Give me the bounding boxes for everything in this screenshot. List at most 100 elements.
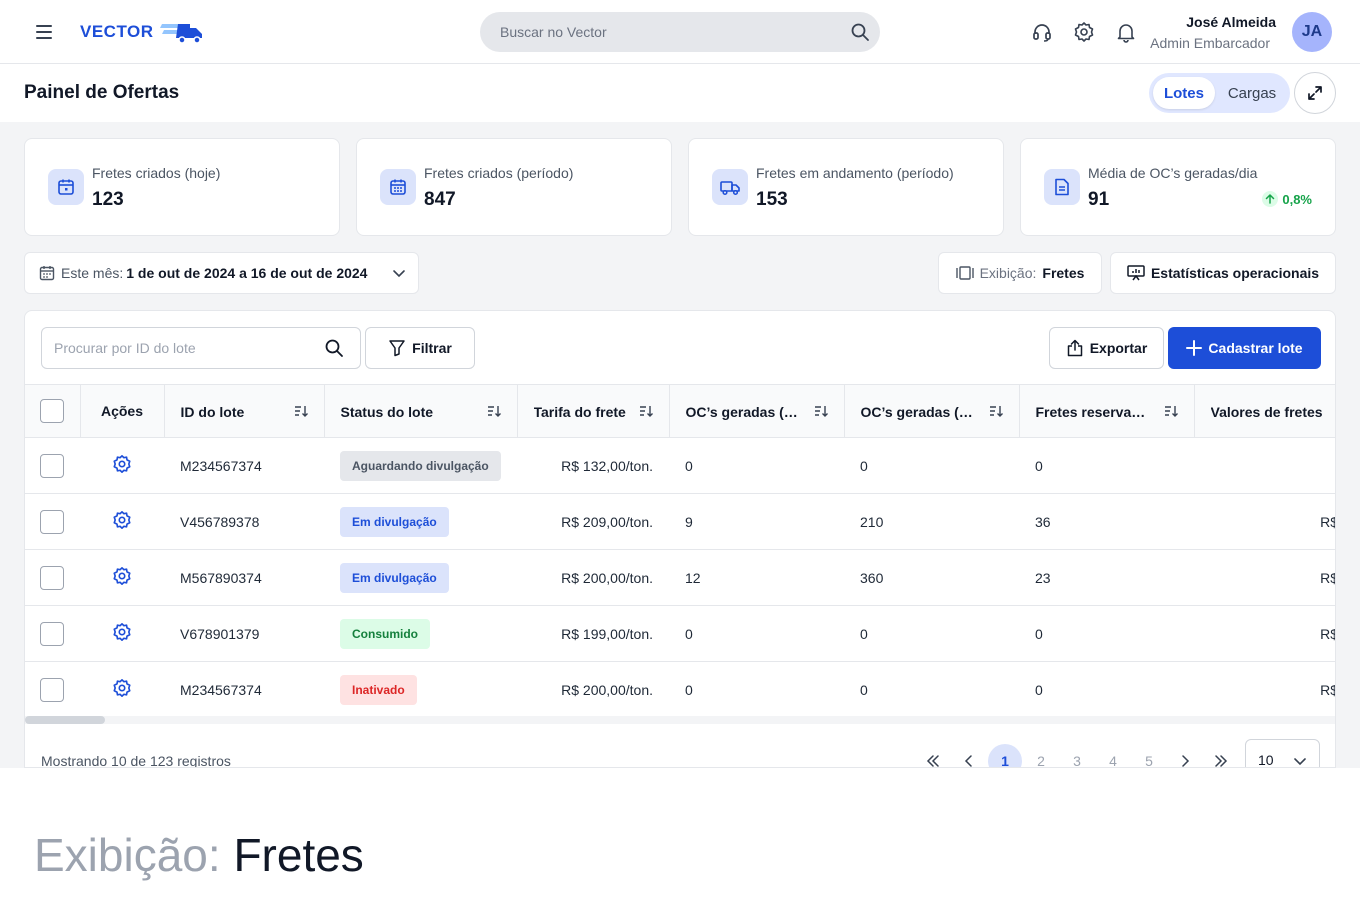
gear-icon[interactable] xyxy=(112,510,132,533)
date-range-selector[interactable]: Este mês: 1 de out de 2024 a 16 de out d… xyxy=(24,252,419,294)
gear-icon[interactable] xyxy=(112,678,132,701)
calendar-icon xyxy=(39,266,55,281)
sort-icon[interactable] xyxy=(989,404,1003,418)
row-checkbox[interactable] xyxy=(40,453,64,478)
page-button-3[interactable]: 3 xyxy=(1073,753,1081,768)
row-actions-cell xyxy=(80,661,164,718)
col-header-label: Tarifa do frete xyxy=(533,403,626,420)
scrollbar-thumb[interactable] xyxy=(25,716,105,724)
columns-icon xyxy=(955,266,974,280)
row-select-cell xyxy=(25,605,80,662)
stat-label: Média de OC’s geradas/dia xyxy=(1088,165,1258,181)
stat-value: 847 xyxy=(424,189,456,210)
sort-icon[interactable] xyxy=(1164,404,1178,418)
toggle-lotes[interactable]: Lotes xyxy=(1153,77,1215,109)
table-row[interactable]: M234567374 Aguardando divulgação R$ 132,00… xyxy=(25,437,1335,494)
oc-hoje-cell: 0 xyxy=(669,437,844,494)
user-name: José Almeida xyxy=(1186,14,1276,30)
status-badge: Aguardando divulgação xyxy=(340,450,501,481)
lote-id: V456789378 xyxy=(164,493,324,550)
oc-hoje-cell: 0 xyxy=(669,661,844,718)
chevron-down-icon xyxy=(393,270,405,278)
export-button[interactable]: Exportar xyxy=(1049,327,1164,369)
row-actions-cell xyxy=(80,549,164,606)
toggle-cargas[interactable]: Cargas xyxy=(1227,84,1277,102)
sort-icon[interactable] xyxy=(639,404,653,418)
tarifa-cell: R$ 200,00/ton. xyxy=(517,549,669,606)
gear-icon[interactable] xyxy=(1073,21,1095,43)
col-tarifa[interactable]: Tarifa do frete xyxy=(517,384,670,438)
gear-icon[interactable] xyxy=(112,622,132,645)
page-button-4[interactable]: 4 xyxy=(1109,753,1117,768)
select-all-checkbox[interactable] xyxy=(40,399,64,423)
next-page-button[interactable] xyxy=(1167,743,1203,767)
status-cell: Aguardando divulgação xyxy=(324,437,517,494)
menu-icon[interactable] xyxy=(30,20,58,44)
lote-search-input[interactable] xyxy=(42,328,312,368)
global-search[interactable] xyxy=(480,12,880,52)
col-valores[interactable]: Valores de fretes xyxy=(1194,384,1335,438)
tarifa-cell: R$ 199,00/ton. xyxy=(517,605,669,662)
row-checkbox[interactable] xyxy=(40,509,64,534)
stat-label: Fretes criados (período) xyxy=(424,165,574,181)
caption-value: Fretes xyxy=(233,829,364,881)
page-size-select[interactable]: 10 xyxy=(1245,739,1320,767)
table-header-row: Ações ID do lote Status do lote Tarifa d… xyxy=(25,384,1335,438)
headset-icon[interactable] xyxy=(1031,21,1053,43)
status-badge: Em divulgação xyxy=(340,506,449,537)
col-oc-periodo[interactable]: OC’s geradas (período) xyxy=(844,384,1020,438)
last-page-button[interactable] xyxy=(1203,743,1239,767)
expand-button[interactable] xyxy=(1294,72,1336,114)
oc-periodo-cell: 0 xyxy=(844,661,1019,718)
lote-search[interactable] xyxy=(41,327,361,369)
lotes-panel: Filtrar Exportar Cadastrar lote Ações ID… xyxy=(24,310,1336,768)
lote-id: M234567374 xyxy=(164,661,324,718)
search-icon[interactable] xyxy=(850,22,870,42)
table-row[interactable]: M567890374 Em divulgação R$ 200,00/ton. 12 3… xyxy=(25,549,1335,606)
add-lote-button[interactable]: Cadastrar lote xyxy=(1168,327,1321,369)
sort-icon[interactable] xyxy=(294,404,308,418)
filter-icon xyxy=(389,340,405,357)
horizontal-scrollbar[interactable] xyxy=(25,716,1335,724)
bell-icon[interactable] xyxy=(1115,21,1137,43)
col-header-label: Ações xyxy=(100,403,144,419)
brand-name: VECTOR xyxy=(80,22,154,41)
row-select-cell xyxy=(25,661,80,718)
row-checkbox[interactable] xyxy=(40,565,64,590)
prev-page-button[interactable] xyxy=(951,743,987,767)
reservados-cell: 23 xyxy=(1019,549,1194,606)
table-body: M234567374 Aguardando divulgação R$ 132,00… xyxy=(25,437,1335,718)
avatar[interactable]: JA xyxy=(1292,12,1332,52)
page-button-1[interactable]: 1 xyxy=(988,744,1022,767)
gear-icon[interactable] xyxy=(112,566,132,589)
row-checkbox[interactable] xyxy=(40,677,64,702)
stat-label: Fretes em andamento (período) xyxy=(756,165,954,181)
chevron-left-icon xyxy=(964,755,972,767)
search-icon[interactable] xyxy=(324,338,344,358)
logo[interactable]: VECTOR xyxy=(80,18,204,46)
sort-icon[interactable] xyxy=(814,404,828,418)
row-select-cell xyxy=(25,493,80,550)
filter-button[interactable]: Filtrar xyxy=(365,327,475,369)
table-row[interactable]: V456789378 Em divulgação R$ 209,00/ton. 9 21… xyxy=(25,493,1335,550)
view-mode-button[interactable]: Exibição: Fretes xyxy=(938,252,1102,294)
gear-icon[interactable] xyxy=(112,454,132,477)
col-reservados[interactable]: Fretes reservados xyxy=(1019,384,1195,438)
operational-stats-button[interactable]: Estatísticas operacionais xyxy=(1110,252,1336,294)
page-button-5[interactable]: 5 xyxy=(1145,753,1153,768)
status-badge: Inativado xyxy=(340,674,417,705)
row-checkbox[interactable] xyxy=(40,621,64,646)
first-page-button[interactable] xyxy=(915,743,951,767)
col-status[interactable]: Status do lote xyxy=(324,384,518,438)
date-range-label: Este mês: xyxy=(61,265,124,281)
col-id-lote[interactable]: ID do lote xyxy=(164,384,325,438)
col-oc-hoje[interactable]: OC’s geradas (hoje) xyxy=(669,384,845,438)
page-button-2[interactable]: 2 xyxy=(1037,753,1045,768)
sort-icon[interactable] xyxy=(487,404,501,418)
global-search-input[interactable] xyxy=(480,12,840,52)
row-select-cell xyxy=(25,437,80,494)
stat-card-fretes-periodo: Fretes criados (período) 847 xyxy=(356,138,672,236)
trend-badge: 0,8% xyxy=(1262,191,1312,207)
